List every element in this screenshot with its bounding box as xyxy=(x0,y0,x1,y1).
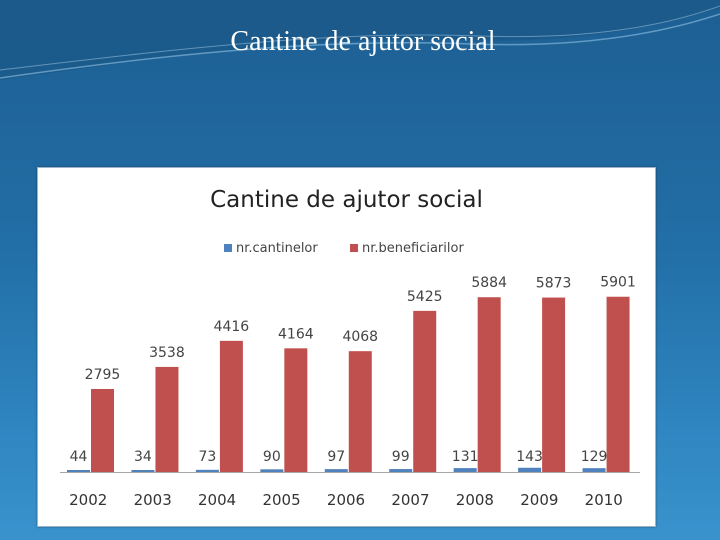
bar-nrbeneficiarilor-2002 xyxy=(91,388,114,472)
chart-title: Cantine de ajutor social xyxy=(210,187,483,213)
x-tick-label-2010: 2010 xyxy=(585,491,623,509)
x-tick-label-2009: 2009 xyxy=(520,491,558,509)
data-label-nrcantinelor-2004: 73 xyxy=(198,449,216,465)
legend-swatch-beneficiarilor xyxy=(350,244,358,252)
x-tick-label-2003: 2003 xyxy=(134,491,172,509)
x-tick-label-2008: 2008 xyxy=(456,491,494,509)
slide-title: Cantine de ajutor social xyxy=(230,26,496,57)
bar-nrcantinelor-2007 xyxy=(389,469,413,472)
data-label-nrbeneficiarilor-2004: 4416 xyxy=(214,319,250,335)
bar-nrbeneficiarilor-2010 xyxy=(606,296,630,472)
data-label-nrbeneficiarilor-2007: 5425 xyxy=(407,289,443,305)
data-label-nrcantinelor-2002: 44 xyxy=(70,449,88,465)
chart-panel: Cantine de ajutor social nr.cantinelor n… xyxy=(37,167,656,527)
data-label-nrcantinelor-2003: 34 xyxy=(134,449,152,465)
legend-label-beneficiarilor: nr.beneficiarilor xyxy=(362,240,464,256)
data-label-nrbeneficiarilor-2009: 5873 xyxy=(536,276,572,292)
x-tick-label-2005: 2005 xyxy=(262,491,300,509)
bar-nrbeneficiarilor-2007 xyxy=(413,310,437,472)
data-label-nrcantinelor-2006: 97 xyxy=(327,449,345,465)
data-label-nrbeneficiarilor-2010: 5901 xyxy=(600,275,636,291)
data-label-nrcantinelor-2010: 129 xyxy=(581,449,608,465)
legend-item-beneficiarilor: nr.beneficiarilor xyxy=(350,240,464,256)
data-label-nrcantinelor-2009: 143 xyxy=(516,449,543,465)
bar-nrcantinelor-2005 xyxy=(260,469,284,472)
header-swoosh-decoration xyxy=(0,0,720,80)
data-label-nrbeneficiarilor-2002: 2795 xyxy=(85,367,121,383)
legend-item-cantinelor: nr.cantinelor xyxy=(224,240,318,256)
bar-nrbeneficiarilor-2006 xyxy=(348,351,372,472)
bar-nrcantinelor-2003 xyxy=(131,470,155,472)
data-label-nrcantinelor-2005: 90 xyxy=(263,449,281,465)
bar-nrbeneficiarilor-2005 xyxy=(284,348,308,472)
bar-nrbeneficiarilor-2004 xyxy=(219,340,243,472)
bar-nrcantinelor-2009 xyxy=(518,467,542,472)
bar-chart-plot: 44 2795 2002 34 3538 2003 73 4416 2004 90 4164 2005… xyxy=(60,275,640,509)
data-label-nrbeneficiarilor-2006: 4068 xyxy=(342,329,378,345)
data-label-nrbeneficiarilor-2005: 4164 xyxy=(278,326,314,342)
bar-nrcantinelor-2004 xyxy=(195,469,219,472)
bar-nrbeneficiarilor-2009 xyxy=(542,297,566,472)
data-label-nrcantinelor-2008: 131 xyxy=(452,449,479,465)
legend-label-cantinelor: nr.cantinelor xyxy=(236,240,318,256)
x-tick-label-2002: 2002 xyxy=(69,491,107,509)
data-label-nrcantinelor-2007: 99 xyxy=(392,449,410,465)
bar-nrbeneficiarilor-2003 xyxy=(155,366,179,472)
bar-nrcantinelor-2010 xyxy=(582,468,606,472)
x-tick-label-2004: 2004 xyxy=(198,491,236,509)
data-label-nrbeneficiarilor-2003: 3538 xyxy=(149,345,185,361)
chart-legend: nr.cantinelor nr.beneficiarilor xyxy=(38,240,655,256)
bar-nrcantinelor-2006 xyxy=(324,469,348,472)
bar-nrbeneficiarilor-2008 xyxy=(477,297,501,472)
x-tick-label-2007: 2007 xyxy=(391,491,429,509)
legend-swatch-cantinelor xyxy=(224,244,232,252)
bar-nrcantinelor-2002 xyxy=(67,470,90,472)
data-label-nrbeneficiarilor-2008: 5884 xyxy=(471,275,507,291)
bar-nrcantinelor-2008 xyxy=(453,468,477,472)
x-tick-label-2006: 2006 xyxy=(327,491,365,509)
